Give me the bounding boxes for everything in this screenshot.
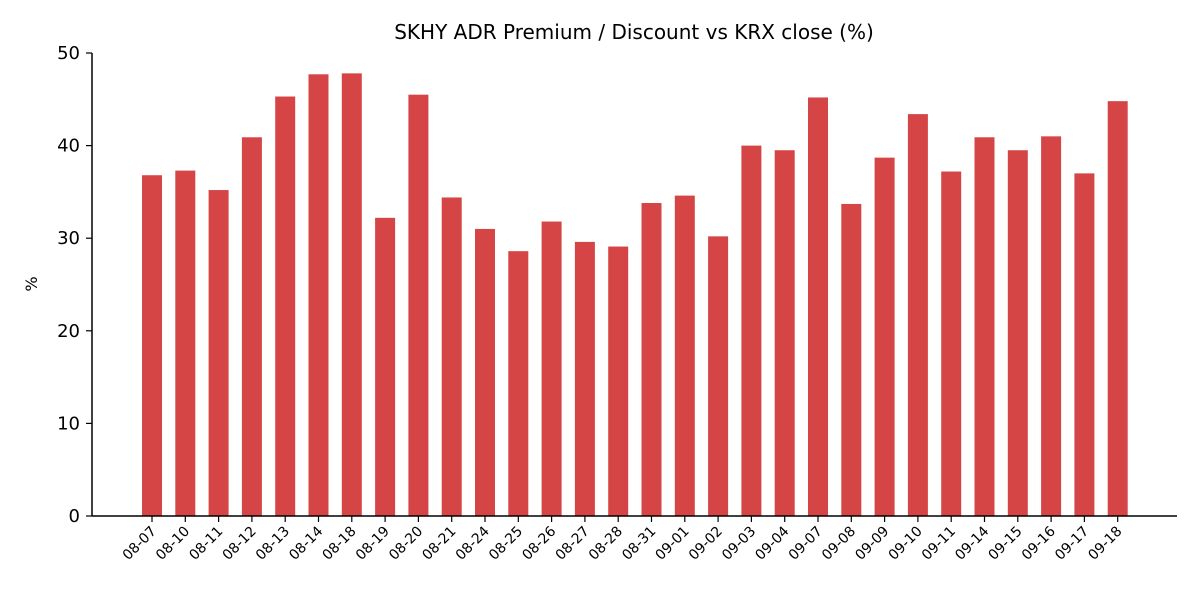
bar-08-14 xyxy=(308,74,329,517)
bar-09-02 xyxy=(708,236,729,516)
bar-08-24 xyxy=(475,228,495,516)
bar-09-08 xyxy=(841,203,862,516)
bar-08-31 xyxy=(641,203,662,516)
bar-09-14 xyxy=(974,137,995,516)
x-tick-label: 08-21 xyxy=(419,524,459,564)
y-tick-label: 50 xyxy=(57,43,80,64)
bar-09-15 xyxy=(1007,150,1028,517)
x-tick-label: 09-15 xyxy=(986,524,1026,564)
bar-08-18 xyxy=(341,73,362,517)
chart-title: SKHY ADR Premium / Discount vs KRX close… xyxy=(394,20,874,44)
x-tick-label: 09-03 xyxy=(719,524,759,564)
x-tick-label: 09-02 xyxy=(686,524,726,564)
x-tick-label: 08-18 xyxy=(320,524,360,564)
bar-09-18 xyxy=(1107,101,1128,517)
bar-09-01 xyxy=(674,195,695,516)
bar-08-20 xyxy=(408,94,429,517)
x-tick-label: 08-14 xyxy=(286,523,326,563)
bar-08-21 xyxy=(441,197,462,516)
x-tick-label: 08-28 xyxy=(586,524,626,564)
x-tick-label: 08-27 xyxy=(553,524,593,564)
y-tick-label: 30 xyxy=(57,228,80,249)
bar-09-16 xyxy=(1041,136,1062,516)
bar-09-11 xyxy=(941,171,962,516)
y-tick-label: 40 xyxy=(57,136,80,157)
bar-08-11 xyxy=(208,190,229,517)
x-tick-label: 09-16 xyxy=(1019,523,1059,563)
x-tick-label: 09-08 xyxy=(819,524,859,564)
x-tick-label: 08-19 xyxy=(353,524,393,564)
bar-09-17 xyxy=(1074,173,1095,516)
bar-08-12 xyxy=(241,137,262,516)
bar-08-26 xyxy=(541,221,562,516)
y-tick-label: 10 xyxy=(57,413,80,434)
x-tick-label: 08-25 xyxy=(486,524,526,564)
x-tick-label: 09-14 xyxy=(952,523,992,563)
x-tick-label: 09-04 xyxy=(752,523,792,563)
x-tick-label: 08-31 xyxy=(619,524,659,564)
bar-08-10 xyxy=(175,170,196,516)
x-tick-label: 08-20 xyxy=(386,524,426,564)
x-tick-label: 09-07 xyxy=(786,524,826,564)
x-tick-label: 08-13 xyxy=(253,524,293,564)
y-tick-label: 0 xyxy=(69,506,80,527)
x-tick-label: 09-10 xyxy=(886,524,926,564)
x-tick-label: 08-10 xyxy=(153,524,193,564)
bar-09-04 xyxy=(774,150,795,517)
bars-group xyxy=(142,73,1128,517)
x-tick-label: 09-01 xyxy=(653,524,693,564)
bar-08-19 xyxy=(375,217,396,516)
x-tick-label: 09-11 xyxy=(919,524,959,564)
x-tick-label: 09-09 xyxy=(852,524,892,564)
bar-08-07 xyxy=(142,175,162,517)
x-tick-label: 08-24 xyxy=(453,523,493,563)
x-axis: 08-0708-1008-1108-1208-1308-1408-1808-19… xyxy=(92,515,1177,564)
x-tick-label: 08-12 xyxy=(220,524,260,564)
x-tick-label: 08-26 xyxy=(519,523,559,563)
y-axis-label: % xyxy=(22,276,41,291)
y-axis: 0 10 20 30 40 50 xyxy=(57,43,93,527)
bar-08-25 xyxy=(508,251,529,516)
bar-08-27 xyxy=(574,241,595,516)
bar-09-07 xyxy=(808,97,828,516)
x-tick-label: 09-18 xyxy=(1085,524,1125,564)
y-tick-label: 20 xyxy=(57,321,80,342)
x-tick-label: 08-07 xyxy=(120,524,160,564)
bar-09-10 xyxy=(907,114,928,517)
bar-08-28 xyxy=(608,246,629,516)
bar-09-09 xyxy=(874,157,895,516)
x-tick-label: 09-17 xyxy=(1052,524,1092,564)
bar-08-13 xyxy=(275,96,296,517)
x-tick-label: 08-11 xyxy=(186,524,226,564)
bar-09-03 xyxy=(741,145,762,516)
